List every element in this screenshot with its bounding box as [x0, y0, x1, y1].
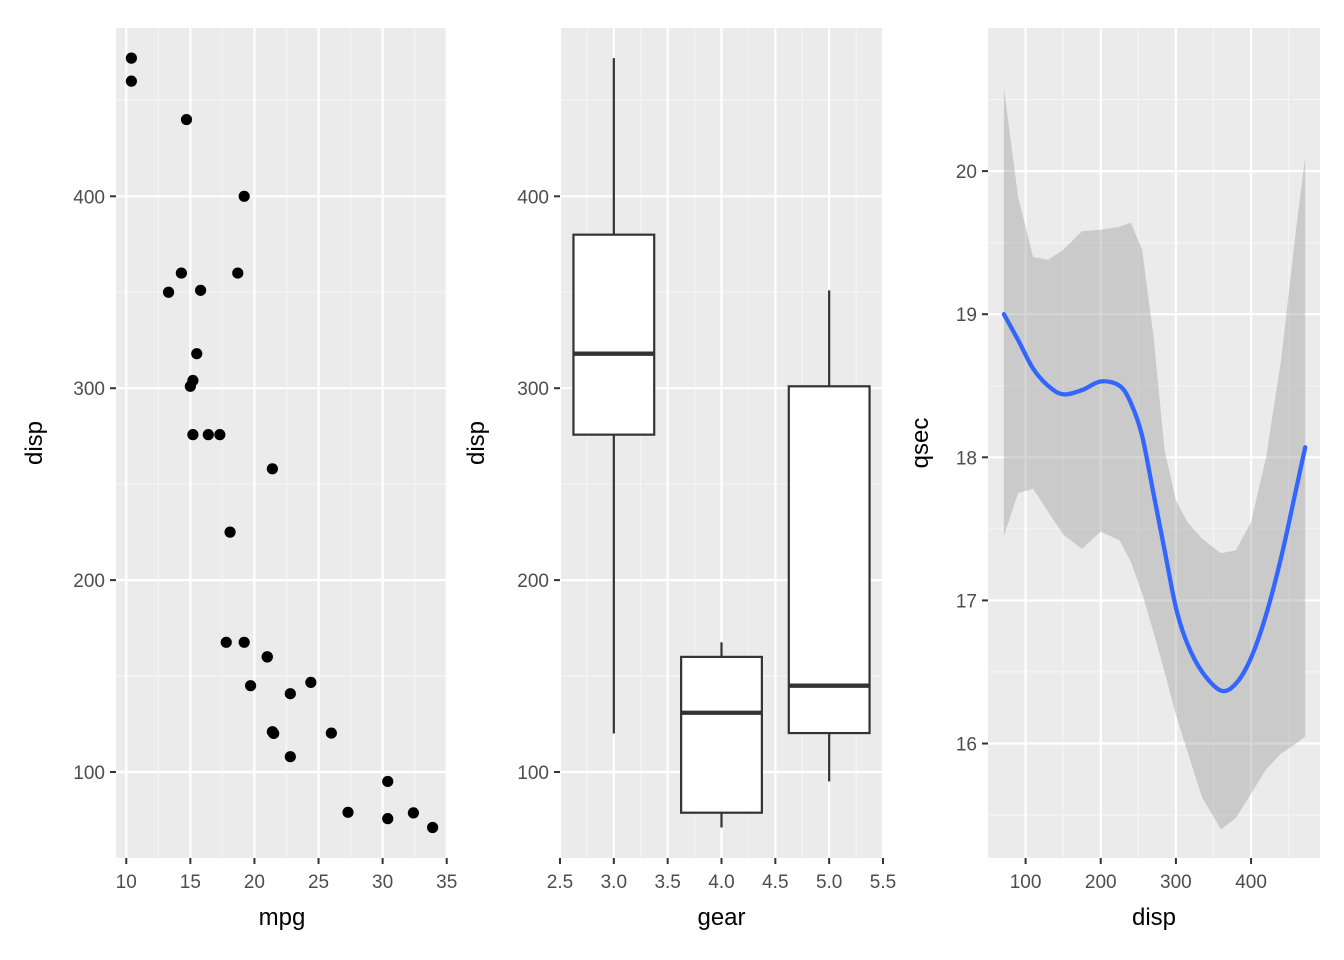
x-axis-title: disp: [1132, 904, 1176, 931]
data-point: [382, 813, 394, 825]
box-iqr: [680, 655, 763, 814]
data-point: [266, 463, 278, 475]
data-point: [220, 636, 232, 648]
y-tick-label: 300: [517, 379, 549, 400]
data-point: [238, 190, 250, 202]
y-tick-label: 200: [73, 571, 105, 592]
data-point: [224, 526, 236, 538]
y-tick-label: 100: [517, 763, 549, 784]
x-tick-label: 10: [116, 872, 137, 893]
y-tick-label: 100: [73, 763, 105, 784]
data-point: [305, 676, 317, 689]
data-point: [180, 113, 193, 126]
x-tick-label: 30: [372, 872, 393, 893]
y-tick-label: 300: [73, 379, 105, 400]
data-point: [244, 680, 257, 692]
panel-3: 100 200 300 400 16 17 18 19 20 disp qsec: [907, 28, 1320, 931]
data-point: [184, 380, 196, 392]
x-tick-label: 4.0: [708, 872, 734, 893]
confidence-ribbon: [1003, 88, 1306, 830]
data-point: [261, 651, 273, 663]
data-point: [325, 727, 337, 739]
x-tick-label: 3.0: [601, 872, 627, 893]
x-tick-label: 2.5: [547, 872, 573, 893]
x-tick-label: 100: [1010, 872, 1042, 893]
data-point: [175, 267, 187, 279]
data-point: [125, 52, 137, 64]
data-point: [407, 807, 419, 819]
panel-2: 2.5 3.0 3.5 4.0 4.5 5.0 5.5 100 200 300 400 gear dis…: [463, 28, 896, 931]
data-point: [284, 688, 296, 700]
data-point: [342, 806, 354, 818]
panel-background: [116, 28, 448, 858]
panel-1: 10 15 20 25 30 35 100 200 300 400 mpg disp: [21, 28, 457, 931]
y-tick-label: 16: [956, 735, 977, 756]
data-point: [162, 286, 175, 298]
data-point: [284, 751, 296, 763]
x-tick-label: 3.5: [654, 872, 680, 893]
y-axis-title: disp: [21, 421, 48, 465]
box-iqr: [572, 233, 656, 436]
x-tick-label: 300: [1160, 872, 1192, 893]
smooth-line: [1001, 312, 1308, 694]
panel-background: [988, 28, 1320, 858]
x-axis-title: mpg: [259, 904, 306, 931]
y-tick-label: 19: [956, 305, 977, 326]
x-axis-title: gear: [697, 904, 745, 931]
data-point: [202, 429, 214, 441]
y-tick-label: 400: [517, 187, 549, 208]
data-point: [191, 348, 203, 360]
data-point: [427, 821, 439, 834]
x-tick-label: 200: [1085, 872, 1117, 893]
data-point: [382, 775, 394, 788]
x-tick-label: 35: [436, 872, 457, 893]
x-tick-label: 5.5: [870, 872, 896, 893]
data-point: [187, 429, 199, 441]
y-axis-title: qsec: [907, 418, 934, 469]
data-point: [232, 267, 244, 279]
data-point: [266, 726, 278, 738]
data-point: [195, 284, 207, 296]
x-tick-label: 15: [180, 872, 201, 893]
box-iqr: [787, 385, 871, 735]
x-tick-label: 4.5: [762, 872, 788, 893]
y-tick-label: 20: [956, 162, 977, 183]
y-axis-title: disp: [463, 421, 490, 465]
x-tick-label: 400: [1235, 872, 1267, 893]
y-tick-label: 200: [517, 571, 549, 592]
x-tick-label: 25: [308, 872, 329, 893]
y-tick-label: 18: [956, 448, 977, 469]
x-tick-label: 5.0: [816, 872, 842, 893]
y-tick-label: 400: [73, 187, 105, 208]
x-tick-label: 20: [244, 872, 265, 893]
data-point: [214, 429, 226, 441]
y-tick-label: 17: [956, 591, 977, 612]
data-point: [238, 636, 250, 648]
data-point: [125, 75, 137, 87]
